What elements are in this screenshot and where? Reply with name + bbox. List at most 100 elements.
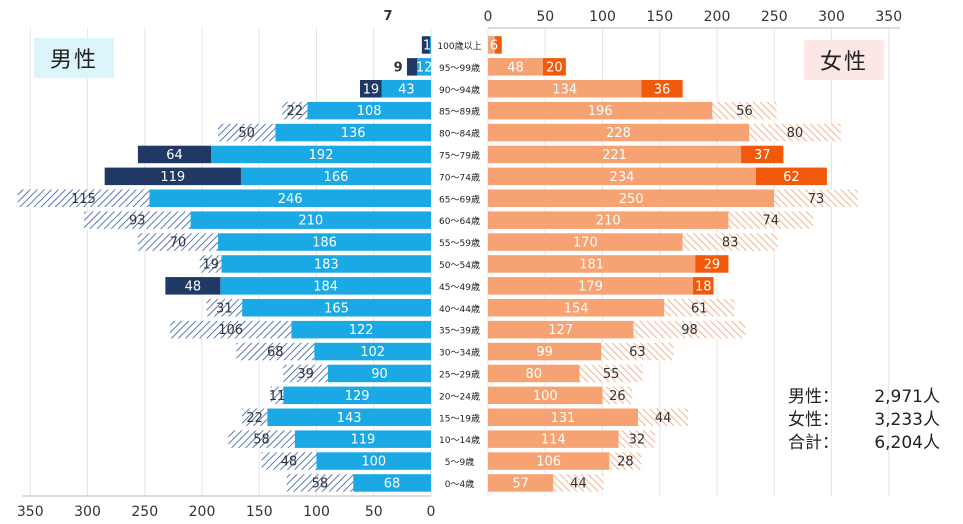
age-group-label: 15～19歳 <box>439 412 480 424</box>
female-base-bar <box>488 430 619 448</box>
data-label: 9 <box>394 60 403 75</box>
male-base-bar <box>294 430 431 448</box>
male-shortfall-bar <box>17 189 150 207</box>
data-label: 64 <box>166 148 183 163</box>
totals-value: 2,971人 <box>874 387 940 407</box>
male-base-bar <box>211 145 431 164</box>
male-base-bar <box>221 255 431 273</box>
data-label: 136 <box>341 126 366 141</box>
female-base-bar <box>488 277 693 295</box>
female-shortfall-bar <box>637 408 689 426</box>
data-label: 44 <box>655 411 672 426</box>
male-base-bar <box>275 123 431 142</box>
data-label: 166 <box>324 170 349 185</box>
data-label: 106 <box>536 455 561 470</box>
female-base-bar <box>488 342 602 361</box>
x-tick-label-female: 150 <box>646 9 673 25</box>
data-label: 115 <box>71 192 96 207</box>
age-group-label: 60～64歳 <box>439 215 480 227</box>
data-label: 119 <box>350 433 375 448</box>
female-shortfall-bar <box>774 189 858 207</box>
male-shortfall-bar <box>228 430 295 448</box>
female-base-bar <box>488 233 683 251</box>
male-extra-bar <box>406 58 418 76</box>
data-label: 250 <box>619 192 644 207</box>
data-label: 70 <box>170 236 187 251</box>
male-base-bar <box>242 299 431 317</box>
age-group-label: 50～54歳 <box>439 259 480 271</box>
data-label: 100 <box>361 455 386 470</box>
totals-label: 男性： <box>788 387 839 407</box>
age-group-label: 100歳以上 <box>437 40 481 52</box>
male-base-bar <box>190 211 431 229</box>
age-group-label: 10～14歳 <box>439 434 480 446</box>
data-label: 184 <box>313 279 338 294</box>
female-extra-bar <box>542 58 566 76</box>
data-label: 131 <box>551 411 576 426</box>
data-label: 29 <box>704 257 721 272</box>
female-base-bar <box>488 58 543 76</box>
bars <box>17 36 858 492</box>
male-base-bar <box>327 364 431 383</box>
x-tick-label-male: 150 <box>246 504 273 520</box>
data-label: 57 <box>512 476 529 491</box>
age-group-label: 25～29歳 <box>439 368 480 380</box>
male-extra-bar <box>104 167 241 186</box>
age-group-label: 40～44歳 <box>439 303 480 315</box>
male-base-bar <box>283 386 431 405</box>
data-label: 98 <box>681 323 698 338</box>
age-group-label: 75～79歳 <box>439 149 480 161</box>
data-label: 31 <box>216 301 233 316</box>
male-base-bar <box>429 36 431 54</box>
female-base-bar <box>488 211 729 229</box>
data-label: 28 <box>617 455 634 470</box>
x-tick-label-male: 50 <box>365 504 383 520</box>
female-base-bar <box>488 386 603 405</box>
data-label: 80 <box>526 367 543 382</box>
female-base-bar <box>488 36 495 54</box>
data-label: 48 <box>507 60 524 75</box>
male-base-bar <box>220 277 431 295</box>
male-base-bar <box>291 320 431 339</box>
male-base-bar <box>267 408 431 426</box>
x-tick-label-female: 100 <box>589 9 616 25</box>
x-tick-label-male: 100 <box>303 504 330 520</box>
female-base-bar <box>488 320 634 339</box>
totals-value: 3,233人 <box>874 410 940 430</box>
female-shortfall-bar <box>553 474 604 492</box>
data-label: 48 <box>185 279 202 294</box>
female-shortfall-bar <box>609 452 642 470</box>
data-label: 61 <box>691 301 708 316</box>
data-label: 43 <box>398 82 415 97</box>
male-base-bar <box>353 474 431 492</box>
totals-value: 6,204人 <box>874 433 940 453</box>
age-group-label: 90～94歳 <box>439 84 480 96</box>
data-label: 19 <box>363 82 380 97</box>
x-tick-label-female: 0 <box>484 9 493 25</box>
x-tick-label-male: 300 <box>74 504 101 520</box>
male-base-bar <box>218 233 431 251</box>
male-base-bar <box>240 167 431 186</box>
age-labels: 100歳以上 95～99歳 90～94歳 85～89歳 80～84歳 75～79歳 70～7… <box>437 40 481 490</box>
female-extra-bar <box>695 255 729 273</box>
data-label: 62 <box>783 170 800 185</box>
male-base-bar <box>314 342 431 361</box>
data-label: 74 <box>763 214 780 229</box>
data-label: 106 <box>218 323 243 338</box>
female-base-bar <box>488 167 756 186</box>
male-shortfall-bar <box>169 320 292 339</box>
age-group-label: 85～89歳 <box>439 106 480 118</box>
data-label: 39 <box>297 367 314 382</box>
data-label: 234 <box>610 170 635 185</box>
female-label: 女性 <box>804 40 885 80</box>
male-shortfall-bar <box>218 123 276 142</box>
data-label: 108 <box>357 104 382 119</box>
data-label: 210 <box>596 214 621 229</box>
age-group-label: 65～69歳 <box>439 193 480 205</box>
male-shortfall-bar <box>137 233 219 251</box>
male-shortfall-bar <box>283 364 328 383</box>
female-extra-bar <box>494 36 502 54</box>
data-label: 68 <box>267 345 284 360</box>
female-shortfall-bar <box>664 299 735 317</box>
age-group-label: 20～24歳 <box>439 390 480 402</box>
